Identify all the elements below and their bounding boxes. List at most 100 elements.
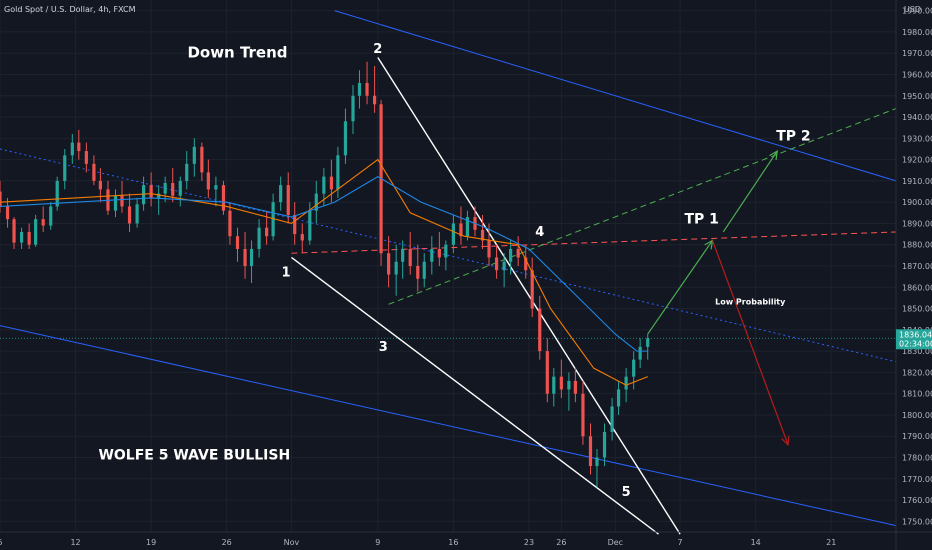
candle-body <box>77 142 81 152</box>
price-tick-label: 1910.00 <box>902 177 932 186</box>
channel-upper-line <box>334 10 897 182</box>
candle-body <box>27 231 31 245</box>
candle-body <box>394 261 398 275</box>
candle-body <box>120 195 124 207</box>
candle-body <box>357 82 362 96</box>
candle-body <box>34 219 38 245</box>
candle-body <box>329 176 334 190</box>
candle-body <box>487 240 491 258</box>
moving-average-2 <box>0 175 648 352</box>
candle-body <box>646 338 650 347</box>
arrow-to-tp2 <box>722 150 778 233</box>
time-tick-label: 12 <box>70 538 80 547</box>
price-tick-label: 1900.00 <box>902 198 932 207</box>
candle-body <box>502 261 506 271</box>
candle-body <box>538 308 542 352</box>
candle-body <box>235 236 240 249</box>
candle-body <box>171 183 175 196</box>
candle-body <box>12 219 16 243</box>
candle-body <box>286 185 290 215</box>
time-tick-label: 16 <box>448 538 458 547</box>
wave-1-label: 1 <box>282 266 291 281</box>
time-tick-label: 5 <box>0 538 3 547</box>
candle-body <box>206 172 210 190</box>
price-tick-label: 1850.00 <box>902 305 932 314</box>
candle-body <box>185 163 189 181</box>
candle-body <box>567 380 571 390</box>
moving-averages <box>0 158 648 386</box>
price-tick-label: 1820.00 <box>902 368 932 377</box>
candle-body <box>632 359 636 377</box>
candle-body <box>616 389 621 407</box>
candle-body <box>530 270 534 309</box>
candle-body <box>401 248 405 262</box>
wedge-upper-line <box>377 57 681 535</box>
candle-body <box>322 176 326 194</box>
candle-body <box>19 231 24 243</box>
candle-body <box>416 266 420 279</box>
candle-body <box>365 82 369 96</box>
candle-body <box>157 193 161 198</box>
candle-body <box>5 206 10 220</box>
price-tick-label: 1960.00 <box>902 70 932 79</box>
time-tick-label: Dec <box>608 538 623 547</box>
candle-body <box>638 346 642 360</box>
candle-body <box>92 163 96 181</box>
candle-body <box>451 223 455 245</box>
wave-1-4-dashed-line <box>291 231 897 254</box>
currency-label: USD <box>904 5 921 14</box>
candle-body <box>343 121 348 156</box>
price-tick-label: 1760.00 <box>902 496 932 505</box>
mid-dotted-line <box>0 148 897 363</box>
candle-body <box>163 183 167 194</box>
price-tick-label: 1990.00 <box>902 7 932 16</box>
candle-body <box>49 206 53 226</box>
candle-body <box>178 180 182 196</box>
price-tick-label: 1870.00 <box>902 262 932 271</box>
candle-body <box>135 204 139 224</box>
wave-3-label: 3 <box>379 340 388 355</box>
time-tick-label: 26 <box>556 538 566 547</box>
price-tick-label: 1800.00 <box>902 411 932 420</box>
time-tick-label: 26 <box>222 538 232 547</box>
candle-body <box>408 248 412 266</box>
candle-body <box>336 155 340 190</box>
grid <box>0 0 896 532</box>
tp2-label: TP 2 <box>776 128 810 144</box>
candle-body <box>372 95 377 105</box>
candle-body <box>127 206 132 224</box>
time-tick-label: 19 <box>146 538 156 547</box>
time-tick-label: 9 <box>375 538 380 547</box>
time-tick-label: 21 <box>826 538 836 547</box>
candle-body <box>509 248 513 262</box>
candle-body <box>293 214 297 235</box>
price-axis[interactable]: 1990.00 1980.00 1970.00 1960.00 1950.00 1940.… <box>895 0 932 550</box>
candle-body <box>41 219 45 226</box>
wave-2-label: 2 <box>373 42 382 57</box>
wave-4-label: 4 <box>535 225 544 240</box>
price-tick-label: 1750.00 <box>902 517 932 526</box>
candle-body <box>437 248 441 258</box>
candle-body <box>314 193 318 211</box>
chart-title: Gold Spot / U.S. Dollar, 4h, FXCM <box>4 5 136 14</box>
time-tick-label: Nov <box>284 538 300 547</box>
price-tick-label: 1890.00 <box>902 219 932 228</box>
candle-body <box>249 248 254 266</box>
candle-body <box>192 146 196 164</box>
candle-body <box>63 155 67 181</box>
arrow-low-probability <box>711 240 789 445</box>
price-tick-label: 1950.00 <box>902 92 932 101</box>
price-tick-label: 1770.00 <box>902 475 932 484</box>
price-tick-label: 1860.00 <box>902 283 932 292</box>
candle-body <box>200 146 204 173</box>
low-probability-label: Low Probability <box>715 297 786 306</box>
annotations: Down Trend 2 1 3 4 5 TP 1 TP 2 Low Probability WO… <box>98 42 810 500</box>
price-tick-label: 1830.00 <box>902 347 932 356</box>
candle-body <box>494 257 499 271</box>
candle-body <box>0 191 2 207</box>
arrow-to-tp1 <box>647 240 713 335</box>
candle-body <box>588 436 593 467</box>
time-axis[interactable]: 5 12 19 26 Nov 9 16 23 26 Dec 7 14 21 <box>0 531 932 547</box>
